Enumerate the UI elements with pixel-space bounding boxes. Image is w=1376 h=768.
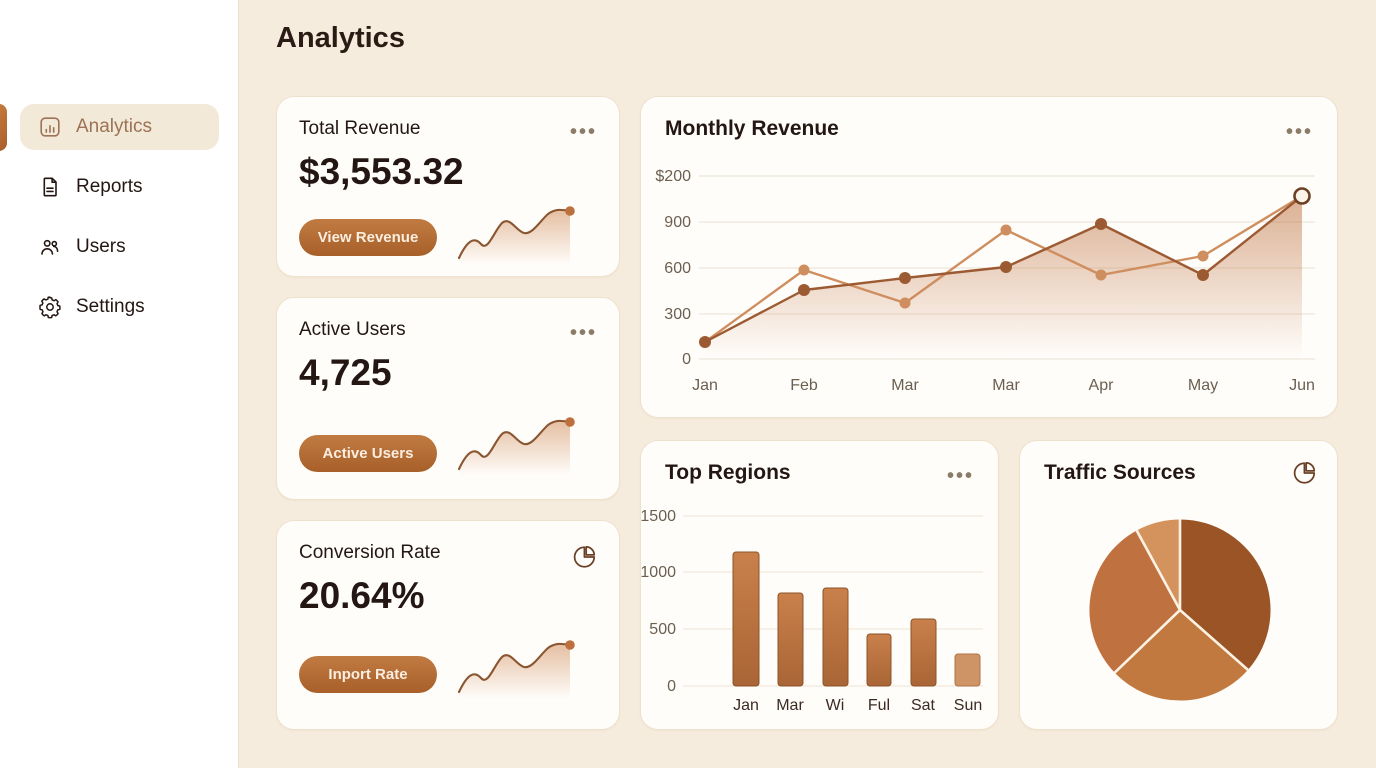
svg-text:Jan: Jan [733,697,759,714]
svg-text:Mar: Mar [891,377,919,394]
svg-text:$200: $200 [655,168,691,185]
svg-text:Sat: Sat [911,697,936,714]
svg-text:Apr: Apr [1089,377,1115,394]
svg-text:600: 600 [664,260,691,277]
svg-text:0: 0 [682,351,691,368]
svg-text:Jun: Jun [1289,377,1315,394]
svg-text:May: May [1188,377,1218,394]
svg-text:900: 900 [664,214,691,231]
svg-text:Sun: Sun [954,697,982,714]
svg-text:Jan: Jan [692,377,718,394]
svg-text:Mar: Mar [992,377,1020,394]
svg-text:Wi: Wi [826,697,845,714]
svg-text:Feb: Feb [790,377,818,394]
svg-text:1500: 1500 [641,508,676,525]
svg-text:300: 300 [664,306,691,323]
svg-text:Mar: Mar [776,697,804,714]
svg-text:Ful: Ful [868,697,890,714]
svg-text:1000: 1000 [641,564,676,581]
svg-text:0: 0 [667,678,676,695]
svg-text:500: 500 [649,621,676,638]
